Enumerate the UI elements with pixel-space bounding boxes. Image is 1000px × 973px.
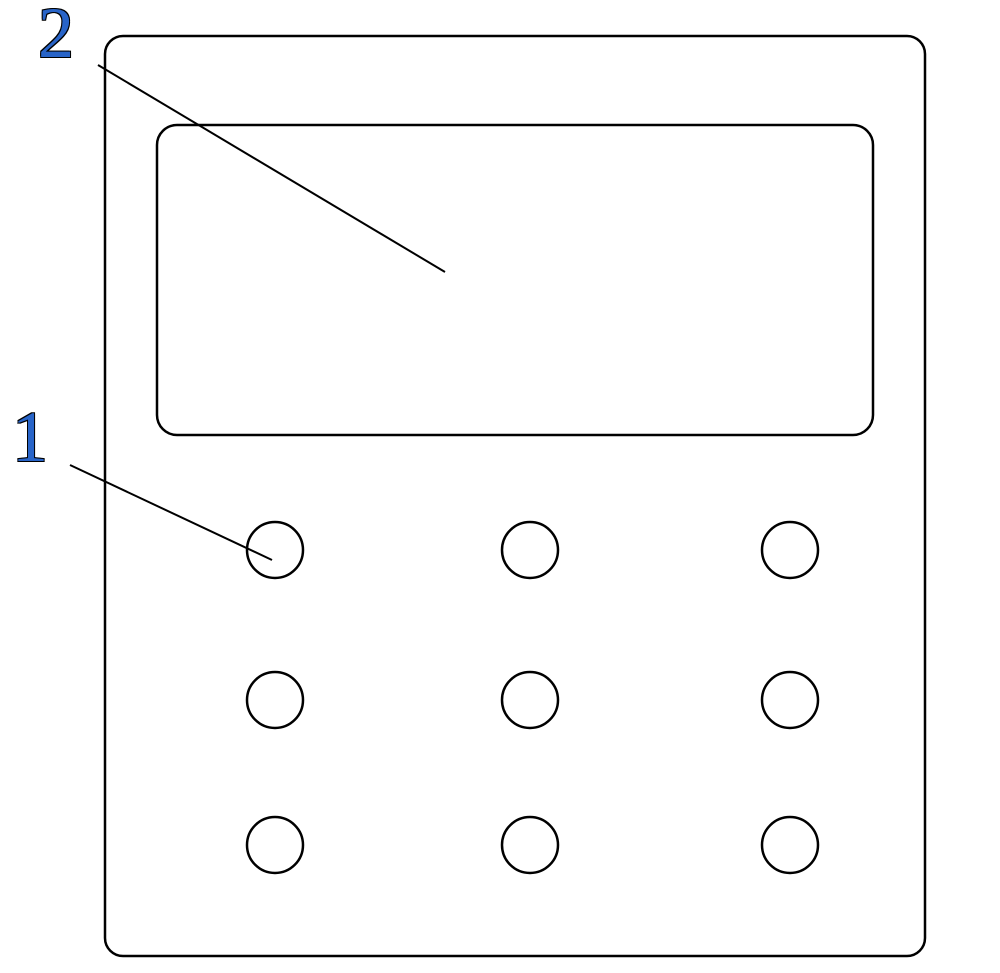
callout-label-1: 1 <box>12 396 48 479</box>
button-3-1 <box>247 817 303 873</box>
device-body <box>105 36 925 956</box>
device-screen <box>157 125 873 435</box>
button-2-2 <box>502 672 558 728</box>
leader-line-1 <box>70 465 272 560</box>
button-1-2 <box>502 522 558 578</box>
leader-line-2 <box>98 65 445 272</box>
callout-label-2: 2 <box>38 0 74 75</box>
diagram-container: 2 1 <box>0 0 1000 968</box>
button-1-3 <box>762 522 818 578</box>
button-3-3 <box>762 817 818 873</box>
button-1-1 <box>247 522 303 578</box>
button-2-1 <box>247 672 303 728</box>
button-2-3 <box>762 672 818 728</box>
button-3-2 <box>502 817 558 873</box>
diagram-svg <box>0 0 1000 968</box>
